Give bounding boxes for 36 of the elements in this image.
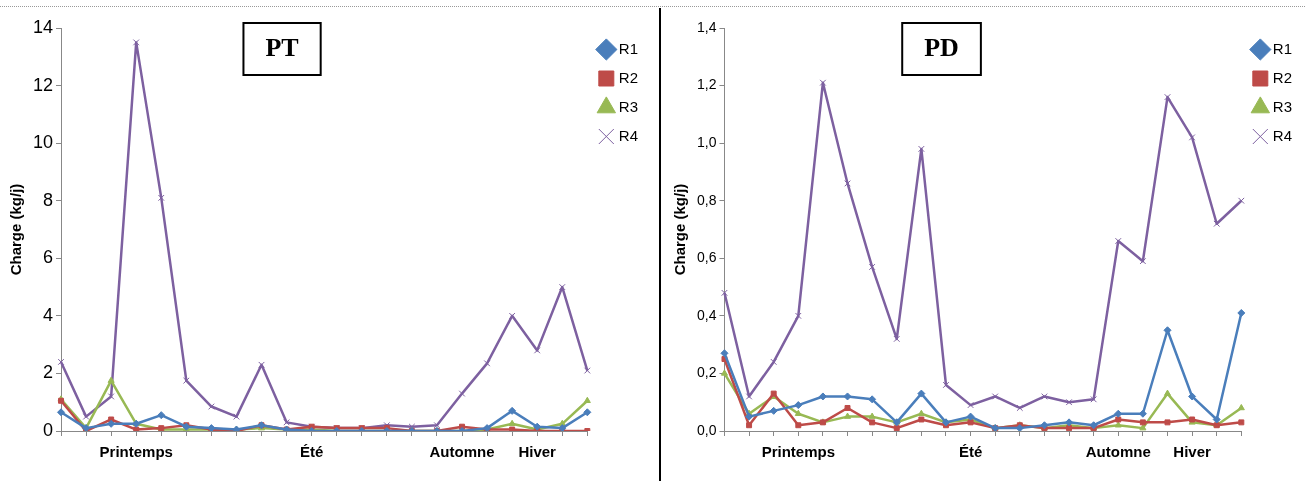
x-tick-label: Été — [958, 443, 983, 461]
x-tick-label: Automne — [429, 443, 495, 461]
x-tick-label: Hiver — [518, 443, 557, 461]
y-tick-label: 0,8 — [696, 191, 717, 208]
y-axis-title: Charge (kg/j) — [7, 183, 25, 276]
y-tick-label: 0,4 — [696, 306, 717, 323]
x-tick-label: Printemps — [99, 443, 173, 461]
legend-label: R3 — [1272, 97, 1293, 115]
y-tick-label: 1,0 — [696, 134, 717, 150]
y-tick-label: 1,4 — [696, 18, 717, 35]
x-tick-label: Été — [299, 443, 324, 461]
chart-title: PD — [924, 32, 959, 62]
y-tick-label: 6 — [43, 247, 54, 268]
legend-label: R2 — [1272, 68, 1293, 86]
y-tick-label: 12 — [32, 74, 54, 95]
legend-label: R1 — [618, 39, 639, 57]
legend-label: R3 — [618, 97, 639, 115]
y-axis-title: Charge (kg/j) — [671, 183, 689, 276]
y-tick-label: 1,2 — [696, 76, 717, 93]
y-tick-label: 0,0 — [696, 421, 717, 438]
x-tick-label: Automne — [1085, 443, 1151, 461]
chart-title: PT — [265, 32, 299, 62]
legend-label: R4 — [1272, 126, 1293, 144]
y-tick-label: 14 — [32, 16, 54, 37]
y-tick-label: 4 — [43, 304, 54, 325]
y-tick-label: 8 — [43, 189, 54, 210]
legend-label: R2 — [618, 68, 639, 86]
legend-label: R4 — [618, 126, 639, 144]
y-tick-label: 10 — [32, 132, 54, 153]
y-tick-label: 0 — [43, 419, 54, 440]
y-tick-label: 0,6 — [696, 249, 717, 266]
y-tick-label: 2 — [43, 362, 54, 383]
y-tick-label: 0,2 — [696, 364, 717, 381]
legend-label: R1 — [1272, 39, 1293, 57]
x-tick-label: Hiver — [1173, 443, 1212, 461]
x-tick-label: Printemps — [761, 443, 835, 461]
